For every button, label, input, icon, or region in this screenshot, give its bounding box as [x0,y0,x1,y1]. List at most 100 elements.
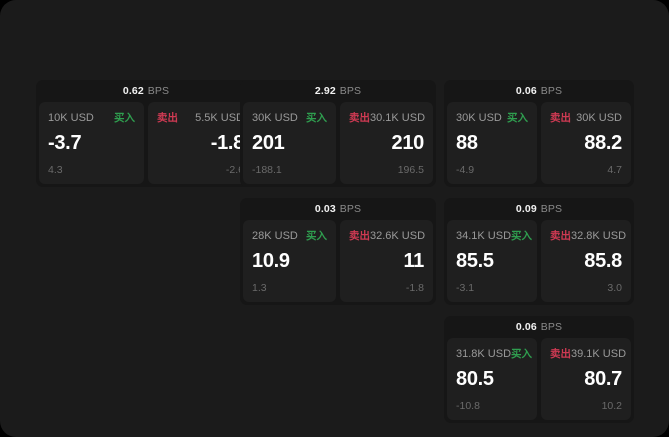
sell-price: 210 [391,132,425,154]
sell-price: 88.2 [584,132,622,154]
buy-size-label: 30K USD [456,112,502,124]
card-panels: 31.8K USD 买入 80.5 -10.8 卖出 39.1K USD 80.7 10.2 [444,338,634,423]
buy-size-label: 30K USD [252,112,298,124]
buy-panel[interactable]: 28K USD 买入 10.9 1.3 [243,220,336,302]
sell-size-label: 32.6K USD [370,230,426,242]
sell-delta: 4.7 [607,164,622,176]
buy-panel[interactable]: 10K USD 买入 -3.7 4.3 [39,102,144,184]
sell-side-tag: 卖出 [157,112,178,124]
bps-unit-label: BPS [147,85,170,97]
sell-panel[interactable]: 卖出 32.8K USD 85.8 3.0 [541,220,631,302]
panel-header: 卖出 32.6K USD [349,229,426,243]
card-bps-header: 0.06 BPS [444,316,634,338]
panel-header: 31.8K USD 买入 [456,347,532,361]
card-panels: 28K USD 买入 10.9 1.3 卖出 32.6K USD 11 -1.8 [240,220,436,305]
panel-header: 10K USD 买入 [48,111,135,125]
bps-unit-label: BPS [540,203,563,215]
sell-price: 85.8 [584,250,622,272]
bps-value: 0.62 [122,85,144,97]
card-bps-header: 0.06 BPS [444,80,634,102]
panel-header: 卖出 5.5K USD [157,111,244,125]
sell-side-tag: 卖出 [550,230,571,242]
buy-price: -3.7 [48,132,82,154]
sell-delta: -1.8 [405,282,424,294]
bps-unit-label: BPS [339,85,362,97]
quote-column-right: 0.06 BPS 30K USD 买入 88 -4.9 卖出 30K USD 88.2 4.7 0.… [444,80,634,434]
bps-value: 2.92 [314,85,336,97]
quote-column-left: 0.62 BPS 10K USD 买入 -3.7 4.3 卖出 5.5K USD -1.8 -2.… [36,80,256,198]
card-panels: 30K USD 买入 201 -188.1 卖出 30.1K USD 210 196.5 [240,102,436,187]
sell-side-tag: 卖出 [349,230,370,242]
quote-card[interactable]: 0.09 BPS 34.1K USD 买入 85.5 -3.1 卖出 32.8K USD 85.… [444,198,634,305]
card-panels: 30K USD 买入 88 -4.9 卖出 30K USD 88.2 4.7 [444,102,634,187]
sell-price: 11 [403,250,424,272]
sell-size-label: 30K USD [576,112,622,124]
sell-side-tag: 卖出 [349,112,370,124]
buy-size-label: 28K USD [252,230,298,242]
sell-size-label: 30.1K USD [370,112,426,124]
buy-price: 85.5 [456,250,494,272]
sell-price: 80.7 [584,368,622,390]
buy-size-label: 34.1K USD [456,230,512,242]
buy-size-label: 10K USD [48,112,94,124]
sell-panel[interactable]: 卖出 39.1K USD 80.7 10.2 [541,338,631,420]
buy-price: 10.9 [252,250,290,272]
quote-card[interactable]: 0.06 BPS 31.8K USD 买入 80.5 -10.8 卖出 39.1K USD 80… [444,316,634,423]
panel-header: 34.1K USD 买入 [456,229,532,243]
sell-side-tag: 卖出 [550,348,571,360]
sell-panel[interactable]: 卖出 30K USD 88.2 4.7 [541,102,631,184]
card-panels: 10K USD 买入 -3.7 4.3 卖出 5.5K USD -1.8 -2.6 [36,102,256,187]
buy-panel[interactable]: 34.1K USD 买入 85.5 -3.1 [447,220,537,302]
quote-card[interactable]: 2.92 BPS 30K USD 买入 201 -188.1 卖出 30.1K USD 210 1… [240,80,436,187]
bps-unit-label: BPS [540,85,563,97]
sell-size-label: 32.8K USD [571,230,627,242]
quote-column-middle: 2.92 BPS 30K USD 买入 201 -188.1 卖出 30.1K USD 210 1… [240,80,436,316]
buy-side-tag: 买入 [507,112,528,124]
sell-delta: 196.5 [397,164,424,176]
buy-price: 80.5 [456,368,494,390]
quote-card[interactable]: 0.62 BPS 10K USD 买入 -3.7 4.3 卖出 5.5K USD -1.8 -2.… [36,80,256,187]
sell-side-tag: 卖出 [550,112,571,124]
buy-side-tag: 买入 [306,230,327,242]
buy-size-label: 31.8K USD [456,348,512,360]
buy-side-tag: 买入 [511,230,533,242]
card-bps-header: 2.92 BPS [240,80,436,102]
sell-delta: 10.2 [601,400,622,412]
buy-delta: -188.1 [252,164,282,176]
panel-header: 30K USD 买入 [252,111,327,125]
sell-panel[interactable]: 卖出 30.1K USD 210 196.5 [340,102,433,184]
bps-unit-label: BPS [540,321,563,333]
quote-card[interactable]: 0.03 BPS 28K USD 买入 10.9 1.3 卖出 32.6K USD 11 -1.8 [240,198,436,305]
bps-unit-label: BPS [339,203,362,215]
buy-panel[interactable]: 31.8K USD 买入 80.5 -10.8 [447,338,537,420]
buy-price: 88 [456,132,478,154]
buy-panel[interactable]: 30K USD 买入 88 -4.9 [447,102,537,184]
sell-size-label: 39.1K USD [571,348,627,360]
sell-delta: 3.0 [607,282,622,294]
bps-value: 0.09 [515,203,537,215]
sell-panel[interactable]: 卖出 5.5K USD -1.8 -2.6 [148,102,253,184]
sell-price: -1.8 [210,132,245,154]
buy-delta: 1.3 [252,282,267,294]
card-bps-header: 0.03 BPS [240,198,436,220]
panel-header: 卖出 39.1K USD [550,347,626,361]
panel-header: 卖出 30K USD [550,111,622,125]
panel-header: 卖出 30.1K USD [349,111,426,125]
sell-delta: -2.6 [225,164,244,176]
bps-value: 0.06 [515,85,537,97]
card-panels: 34.1K USD 买入 85.5 -3.1 卖出 32.8K USD 85.8 3.0 [444,220,634,305]
buy-panel[interactable]: 30K USD 买入 201 -188.1 [243,102,336,184]
card-bps-header: 0.09 BPS [444,198,634,220]
buy-side-tag: 买入 [306,112,327,124]
quote-card[interactable]: 0.06 BPS 30K USD 买入 88 -4.9 卖出 30K USD 88.2 4.7 [444,80,634,187]
bps-value: 0.03 [314,203,336,215]
panel-header: 卖出 32.8K USD [550,229,626,243]
buy-delta: -3.1 [456,282,475,294]
panel-header: 30K USD 买入 [456,111,528,125]
buy-side-tag: 买入 [114,112,135,124]
sell-panel[interactable]: 卖出 32.6K USD 11 -1.8 [340,220,433,302]
panel-header: 28K USD 买入 [252,229,327,243]
bps-value: 0.06 [515,321,537,333]
buy-delta: -4.9 [456,164,475,176]
